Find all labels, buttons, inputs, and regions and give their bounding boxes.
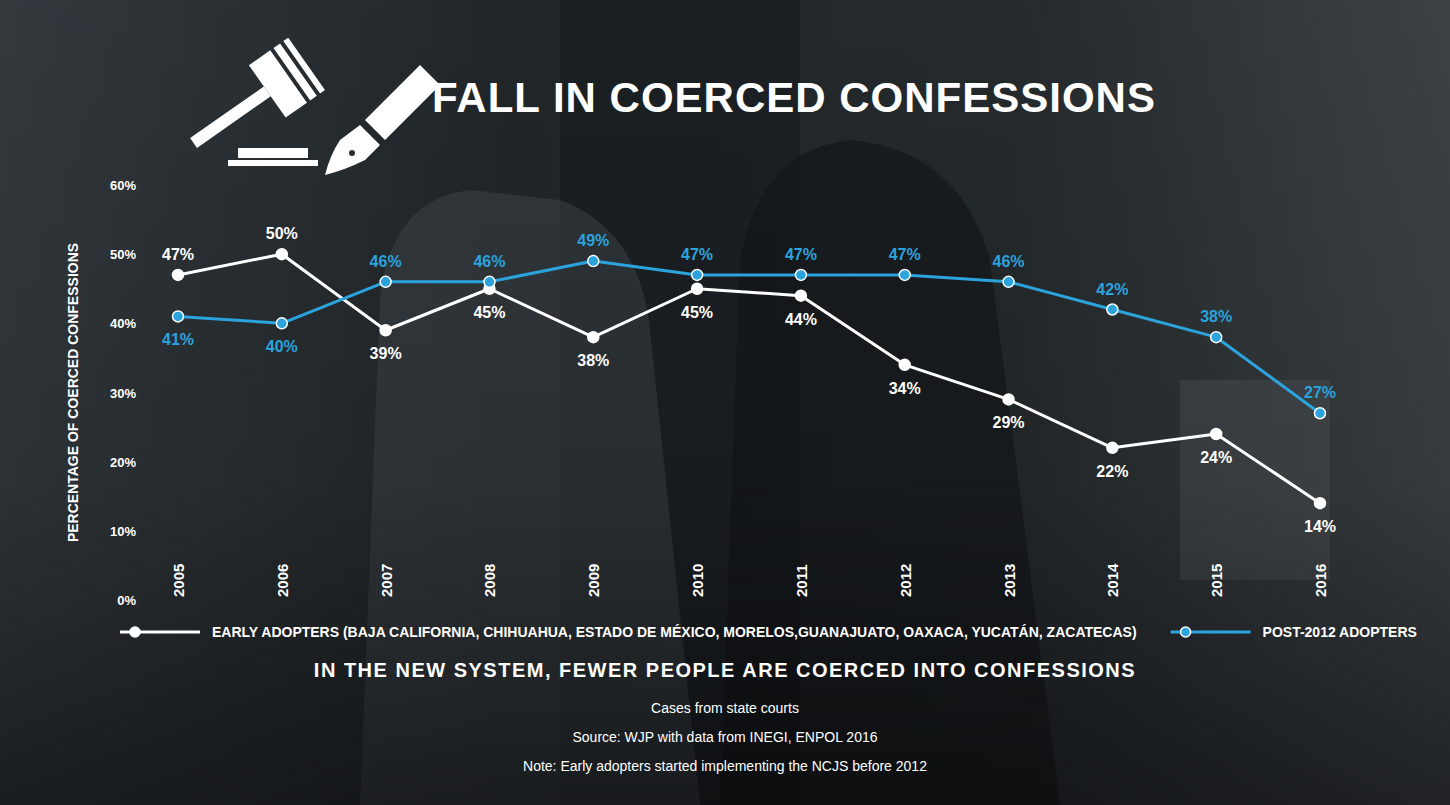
annotation: Source: WJP with data from INEGI, ENPOL …: [572, 729, 877, 745]
data-label: 47%: [889, 246, 921, 263]
series-marker: [276, 318, 287, 329]
data-label: 38%: [1200, 308, 1232, 325]
data-label: 39%: [370, 345, 402, 362]
legend-item: EARLY ADOPTERS (BAJA CALIFORNIA, CHIHUAH…: [120, 624, 1137, 640]
y-tick-label: 0%: [117, 593, 136, 608]
x-tick-label: 2016: [1312, 564, 1329, 597]
title: FALL IN COERCED CONFESSIONS: [432, 74, 1156, 121]
data-label: 14%: [1304, 518, 1336, 535]
data-label: 34%: [889, 380, 921, 397]
legend-item: POST-2012 ADOPTERS: [1171, 624, 1417, 640]
series-marker: [1107, 304, 1118, 315]
data-label: 42%: [1096, 281, 1128, 298]
series-marker: [173, 311, 184, 322]
series-marker: [899, 359, 910, 370]
series-marker: [1211, 429, 1222, 440]
y-tick-label: 40%: [110, 316, 136, 331]
x-tick-label: 2013: [1001, 564, 1018, 597]
y-tick-label: 30%: [110, 386, 136, 401]
background: [0, 0, 1450, 805]
data-label: 49%: [577, 232, 609, 249]
x-tick-label: 2007: [378, 564, 395, 597]
series-marker: [1315, 498, 1326, 509]
data-label: 22%: [1096, 463, 1128, 480]
series-marker: [380, 276, 391, 287]
data-label: 38%: [577, 352, 609, 369]
x-tick-label: 2005: [170, 564, 187, 597]
legend: EARLY ADOPTERS (BAJA CALIFORNIA, CHIHUAH…: [120, 624, 1417, 640]
data-label: 29%: [993, 414, 1025, 431]
data-label: 44%: [785, 311, 817, 328]
series-marker: [484, 276, 495, 287]
legend-marker: [130, 627, 140, 637]
data-label: 46%: [473, 253, 505, 270]
legend-label: EARLY ADOPTERS (BAJA CALIFORNIA, CHIHUAH…: [212, 624, 1137, 640]
series-marker: [899, 269, 910, 280]
x-tick-label: 2012: [897, 564, 914, 597]
subtitle: IN THE NEW SYSTEM, FEWER PEOPLE ARE COER…: [314, 659, 1136, 681]
vignette: [0, 0, 1450, 805]
x-ticks: 2005 2006 2007 2008 2009 2010 2011 2012 2013 2014…: [170, 563, 1329, 597]
x-tick-label: 2011: [793, 564, 810, 597]
y-ticks: 0% 10% 20% 30% 40% 50% 60%: [110, 178, 136, 608]
legend-label: POST-2012 ADOPTERS: [1263, 624, 1417, 640]
pen-icon: [325, 65, 440, 175]
gavel-icon: [175, 38, 325, 170]
series-marker: [1211, 332, 1222, 343]
y-tick-label: 60%: [110, 178, 136, 193]
gavel-base: [228, 160, 318, 166]
series-marker: [1107, 442, 1118, 453]
y-axis-title: PERCENTAGE OF COERCED CONFESSIONS: [65, 243, 81, 542]
data-label: 27%: [1304, 384, 1336, 401]
annotation: Cases from state courts: [651, 700, 799, 716]
pen-icon-hole: [349, 150, 355, 156]
data-label: 45%: [473, 304, 505, 321]
data-label: 50%: [266, 225, 298, 242]
x-tick-label: 2014: [1104, 563, 1121, 597]
series-marker: [588, 332, 599, 343]
data-label: 45%: [681, 304, 713, 321]
y-tick-label: 50%: [110, 247, 136, 262]
data-label: 47%: [162, 246, 194, 263]
data-label: 46%: [993, 253, 1025, 270]
data-label: 46%: [370, 253, 402, 270]
data-label: 24%: [1200, 449, 1232, 466]
series-marker: [795, 269, 806, 280]
series-marker: [1315, 408, 1326, 419]
gavel-head: [283, 38, 325, 94]
data-label: 47%: [785, 246, 817, 263]
data-label: 47%: [681, 246, 713, 263]
series-marker: [692, 283, 703, 294]
x-tick-label: 2008: [481, 564, 498, 597]
data-label: 40%: [266, 338, 298, 355]
series-marker: [276, 249, 287, 260]
annotation: Note: Early adopters started implementin…: [523, 758, 927, 774]
series-marker: [1003, 276, 1014, 287]
series-marker: [380, 325, 391, 336]
y-tick-label: 10%: [110, 524, 136, 539]
gavel-base: [238, 148, 308, 158]
data-label: 41%: [162, 331, 194, 348]
series-marker: [173, 269, 184, 280]
series-marker: [795, 290, 806, 301]
series-line: [178, 261, 1320, 413]
data-labels: 47% 50% 39% 45% 38% 45% 44% 34% 29% 22% 24% 14% 41% 4…: [162, 225, 1336, 535]
chart: FALL IN COERCED CONFESSIONS PERCENTAGE OF…: [0, 0, 1450, 805]
x-tick-label: 2009: [585, 564, 602, 597]
x-tick-label: 2015: [1208, 564, 1225, 597]
legend-marker: [1181, 627, 1191, 637]
gavel-handle: [190, 86, 271, 147]
x-tick-label: 2010: [689, 564, 706, 597]
plot-area: [173, 249, 1326, 509]
title-icon: [175, 38, 440, 175]
y-tick-label: 20%: [110, 455, 136, 470]
series-line: [178, 254, 1320, 503]
series-marker: [588, 256, 599, 267]
series-marker: [1003, 394, 1014, 405]
x-tick-label: 2006: [274, 564, 291, 597]
series-marker: [692, 269, 703, 280]
